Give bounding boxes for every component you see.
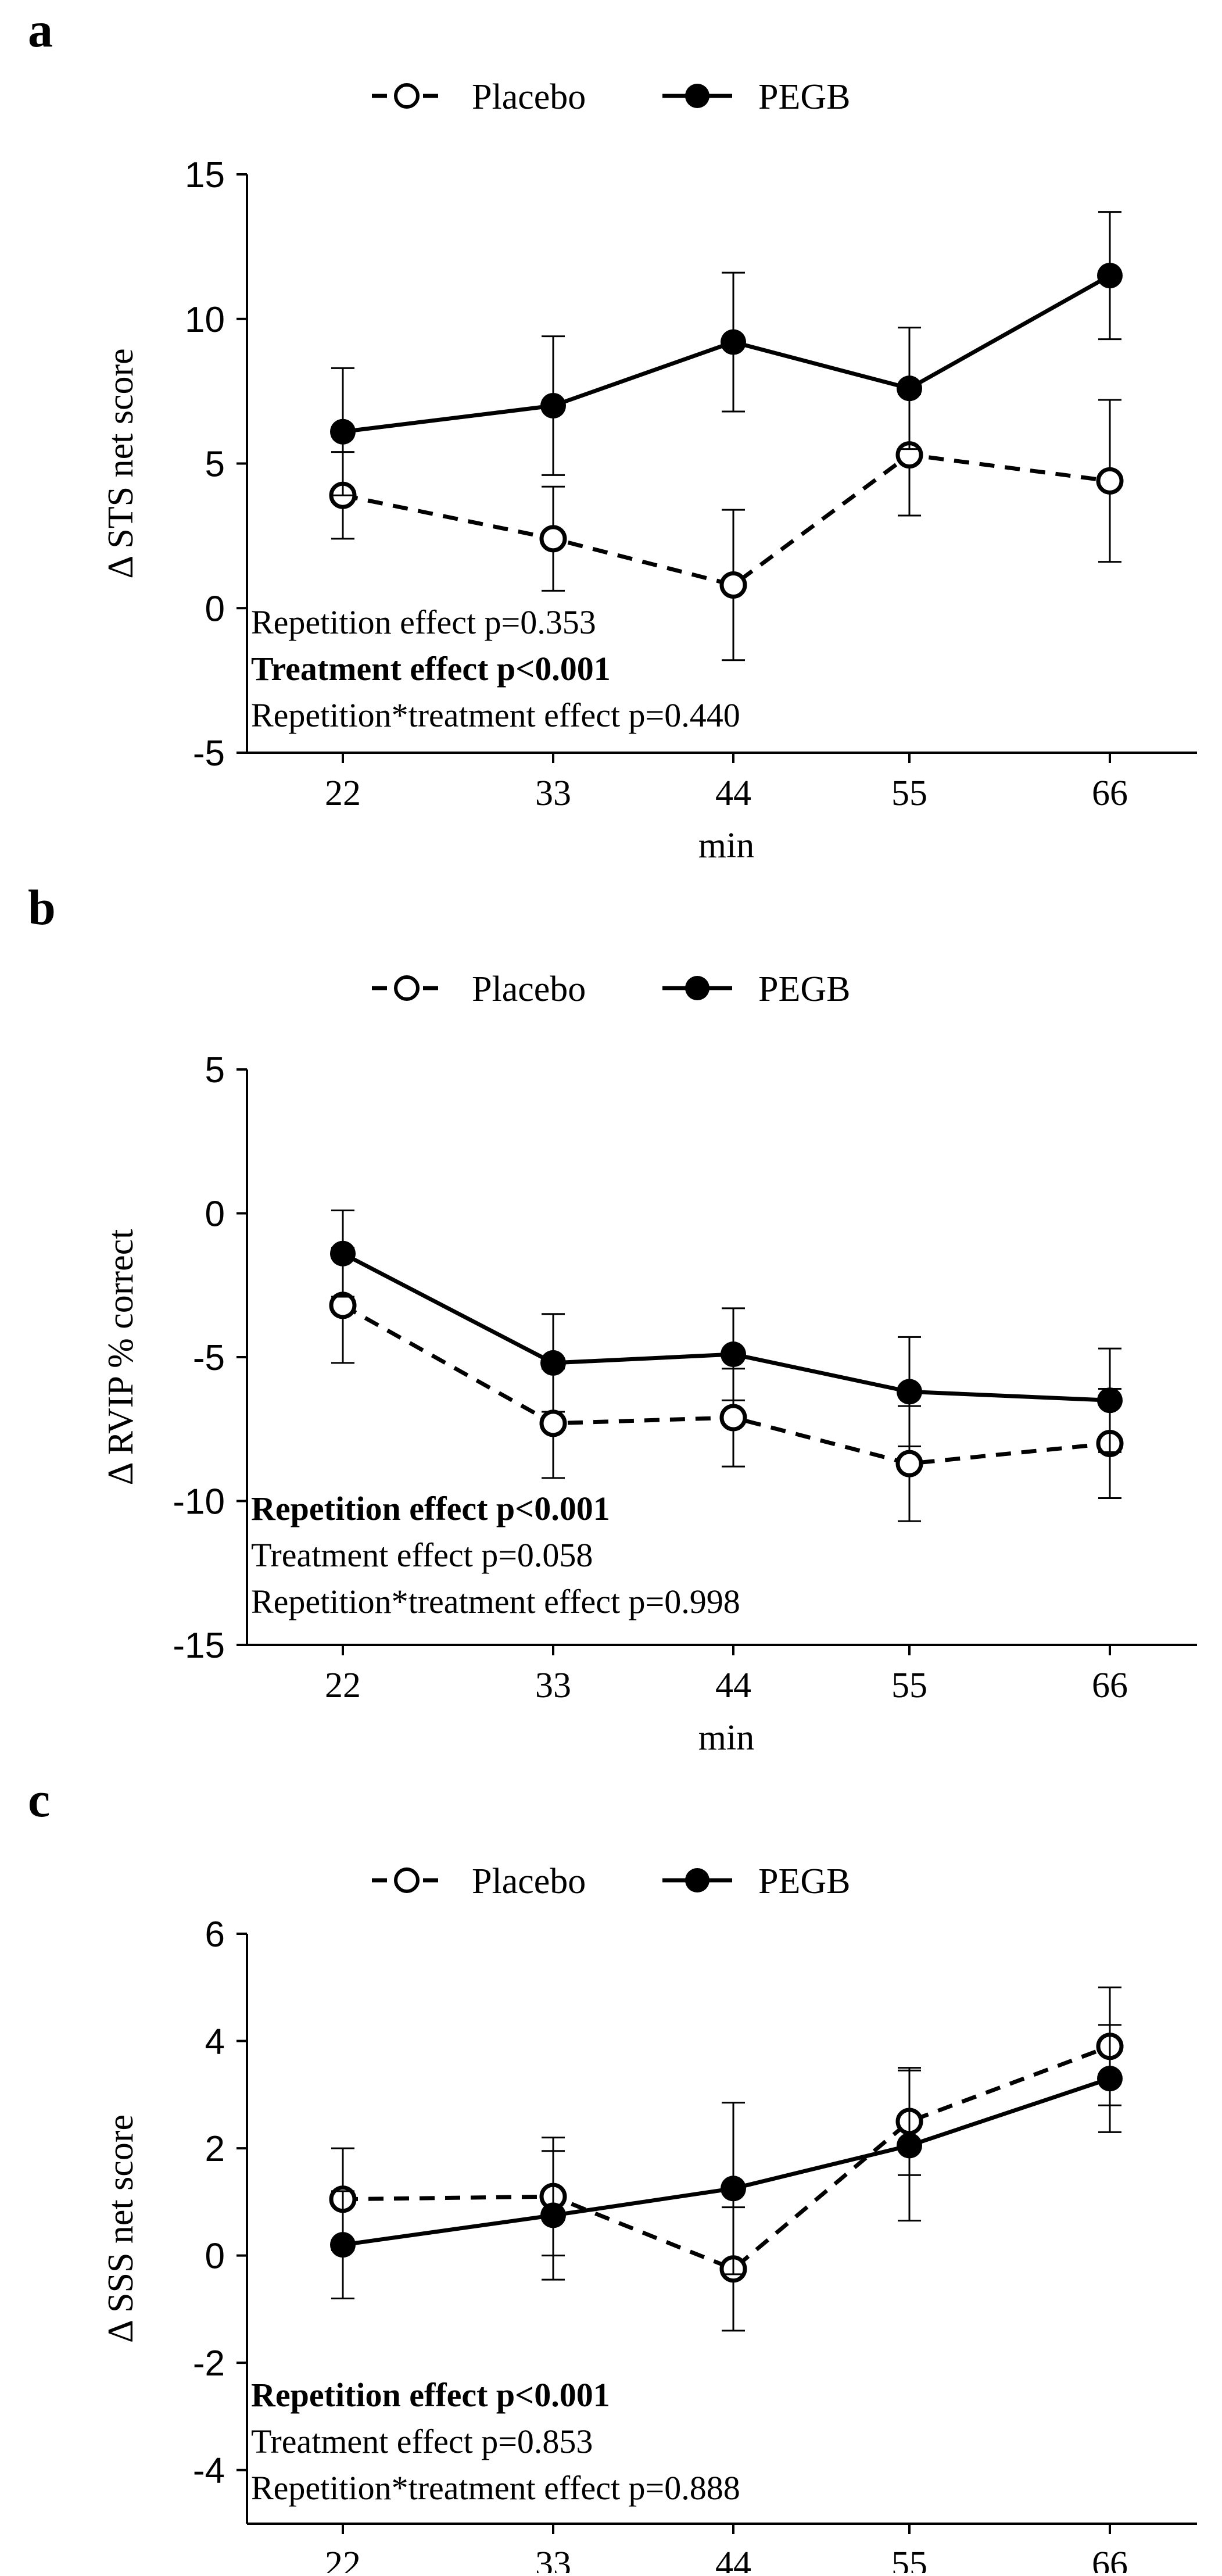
data-point [1097, 1387, 1123, 1414]
series-pegb [330, 2024, 1123, 2299]
series-line [342, 274, 1111, 434]
x-tick-label: 66 [1092, 774, 1128, 813]
y-tick-label: -4 [193, 2451, 225, 2491]
x-tick-label: 55 [891, 2545, 927, 2573]
data-point [719, 571, 747, 599]
y-axis-title: Δ SSS net score [101, 2115, 141, 2343]
data-point [330, 1240, 356, 1266]
panel-c: c Placebo PEGB 6 4 2 0 -2 -4 22 33 44 55 66 Δ SSS net … [28, 1772, 1197, 2576]
data-point [540, 2202, 566, 2228]
legend-placebo-marker [394, 975, 420, 1001]
y-tick-label: -2 [193, 2344, 225, 2384]
series-line [342, 2044, 1111, 2271]
y-tick-label: 15 [185, 155, 225, 195]
stats-annotation: Treatment effect p<0.001 [251, 650, 611, 688]
stats-annotation: Repetition effect p=0.353 [251, 603, 596, 641]
legend-pegb-label: PEGB [758, 969, 850, 1009]
legend-pegb-marker [685, 1868, 709, 1892]
legend: Placebo PEGB [372, 1862, 850, 1901]
stats-annotation: Repetition*treatment effect p=0.440 [251, 696, 740, 734]
y-axis-title: Δ STS net score [101, 348, 141, 578]
data-point [721, 329, 746, 355]
x-tick-label: 66 [1092, 2545, 1128, 2573]
panel-a: a Placebo PEGB 15 10 5 0 -5 22 33 44 55 66 min Δ STS n… [28, 2, 1197, 865]
x-tick-label: 33 [535, 1666, 571, 1705]
y-tick-label: 0 [205, 2237, 225, 2277]
y-tick-label: -5 [193, 734, 225, 774]
y-tick-label: -10 [173, 1482, 225, 1522]
legend-placebo-marker [394, 83, 420, 109]
x-tick-label: 33 [535, 2545, 571, 2573]
data-point [721, 2176, 746, 2202]
stats-annotation: Repetition*treatment effect p=0.998 [251, 1583, 740, 1620]
stats-annotation: Treatment effect p=0.853 [251, 2423, 593, 2460]
y-axis-title: Δ RVIP % correct [101, 1229, 141, 1486]
legend-placebo-label: Placebo [472, 77, 586, 117]
data-point [897, 375, 922, 402]
legend-pegb-marker [685, 84, 709, 108]
stats-annotation: Repetition effect p<0.001 [251, 2376, 610, 2414]
series-line [342, 452, 1110, 588]
data-point [719, 1404, 747, 1432]
x-tick-label: 22 [325, 1666, 361, 1705]
panel-b: b Placebo PEGB 5 0 -5 -10 -15 22 33 44 55 66 min Δ RVI… [28, 879, 1197, 1758]
panel-label: a [28, 2, 53, 58]
data-point [540, 393, 566, 418]
series-line [342, 1251, 1110, 1403]
data-point [897, 1379, 922, 1405]
y-tick-label: 0 [205, 589, 225, 629]
y-tick-label: -15 [173, 1626, 225, 1666]
stats-annotation: Repetition effect p<0.001 [251, 1490, 610, 1527]
y-tick-label: 2 [205, 2129, 225, 2169]
data-point [1097, 263, 1123, 289]
legend-placebo-label: Placebo [472, 969, 586, 1009]
x-tick-label: 22 [325, 2545, 361, 2573]
y-tick-label: -5 [193, 1338, 225, 1378]
data-point [897, 2133, 922, 2159]
series-line [342, 1303, 1110, 1466]
legend-placebo-label: Placebo [472, 1862, 586, 1901]
panel-label: c [28, 1772, 50, 1827]
legend: Placebo PEGB [372, 969, 850, 1009]
y-tick-label: 5 [205, 445, 225, 485]
x-tick-label: 33 [535, 774, 571, 813]
y-tick-label: 5 [205, 1050, 225, 1090]
x-axis-title: min [698, 1718, 754, 1758]
x-tick-label: 55 [891, 1666, 927, 1705]
series-pegb [330, 211, 1123, 496]
x-tick-label: 44 [715, 1666, 751, 1705]
x-tick-label: 44 [715, 774, 751, 813]
legend-placebo-marker [394, 1867, 420, 1893]
legend: Placebo PEGB [372, 77, 850, 117]
stats-annotation: Repetition*treatment effect p=0.888 [251, 2469, 740, 2507]
y-tick-label: 4 [205, 2022, 225, 2062]
stats-annotation: Treatment effect p=0.058 [251, 1536, 593, 1574]
data-point [330, 418, 356, 445]
y-tick-label: 10 [185, 300, 225, 340]
data-point [1096, 467, 1124, 495]
x-tick-label: 55 [891, 774, 927, 813]
x-axis-title: min [698, 826, 754, 865]
legend-pegb-label: PEGB [758, 1862, 850, 1901]
data-point [330, 2232, 356, 2258]
data-point [539, 525, 567, 553]
y-tick-label: 0 [205, 1194, 225, 1235]
x-tick-label: 44 [715, 2545, 751, 2573]
data-point [540, 1350, 566, 1376]
series-placebo [329, 1986, 1124, 2332]
series-placebo [329, 1247, 1124, 1522]
legend-pegb-label: PEGB [758, 77, 850, 117]
x-tick-label: 66 [1092, 1666, 1128, 1705]
x-tick-label: 22 [325, 774, 361, 813]
data-point [539, 1409, 567, 1437]
series-pegb [330, 1210, 1123, 1453]
data-point [895, 1450, 923, 1477]
data-point [721, 1341, 746, 1368]
y-tick-label: 6 [205, 1915, 225, 1955]
panel-label: b [28, 879, 56, 935]
legend-pegb-marker [685, 976, 709, 1000]
data-point [1097, 2066, 1123, 2092]
